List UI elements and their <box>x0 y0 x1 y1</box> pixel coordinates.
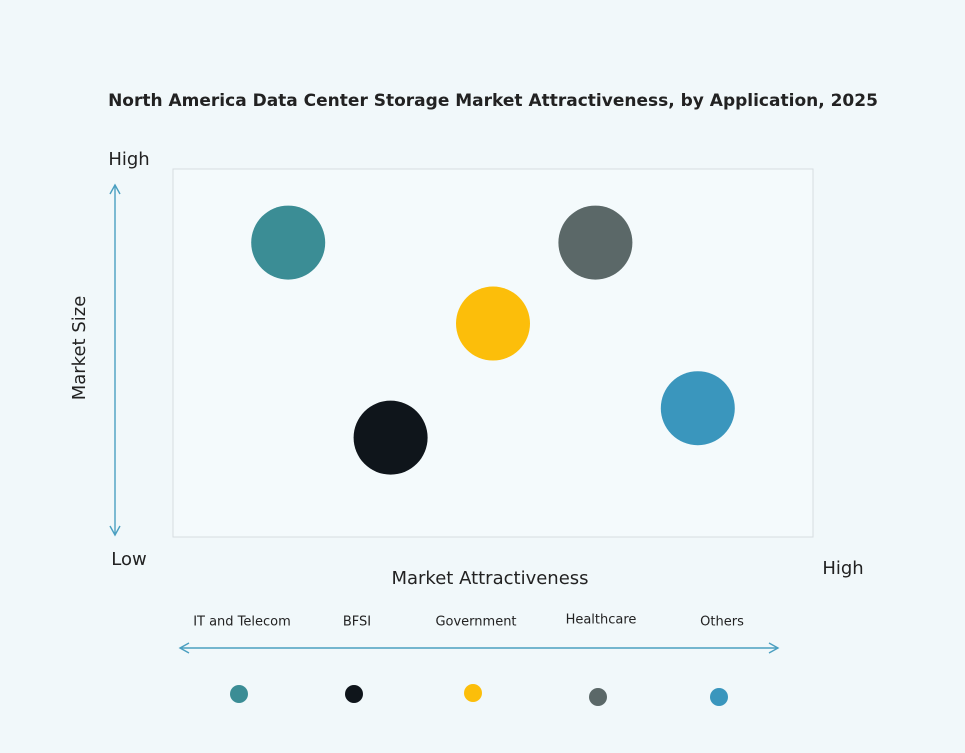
y-tick-label: High <box>108 149 149 170</box>
legend-label: Others <box>700 615 744 630</box>
x-axis-label: Market Attractiveness <box>391 568 588 589</box>
legend-label: BFSI <box>343 615 371 630</box>
legend-dot <box>345 685 363 703</box>
y-axis-label: Market Size <box>69 296 90 401</box>
y-tick-label: Low <box>111 549 146 570</box>
legend-label: Healthcare <box>566 613 637 628</box>
chart-title: North America Data Center Storage Market… <box>108 91 878 111</box>
legend-label: IT and Telecom <box>193 615 291 630</box>
bubble <box>558 205 633 280</box>
legend-dot <box>464 684 482 702</box>
legend-dot <box>589 688 607 706</box>
bubble <box>353 400 428 475</box>
bubble <box>456 286 530 361</box>
bubble <box>251 205 326 280</box>
bubble <box>660 371 735 446</box>
legend-label: Government <box>435 615 516 630</box>
x-tick-label: High <box>822 558 863 579</box>
legend-dot <box>230 685 248 703</box>
legend-dot <box>710 688 728 706</box>
